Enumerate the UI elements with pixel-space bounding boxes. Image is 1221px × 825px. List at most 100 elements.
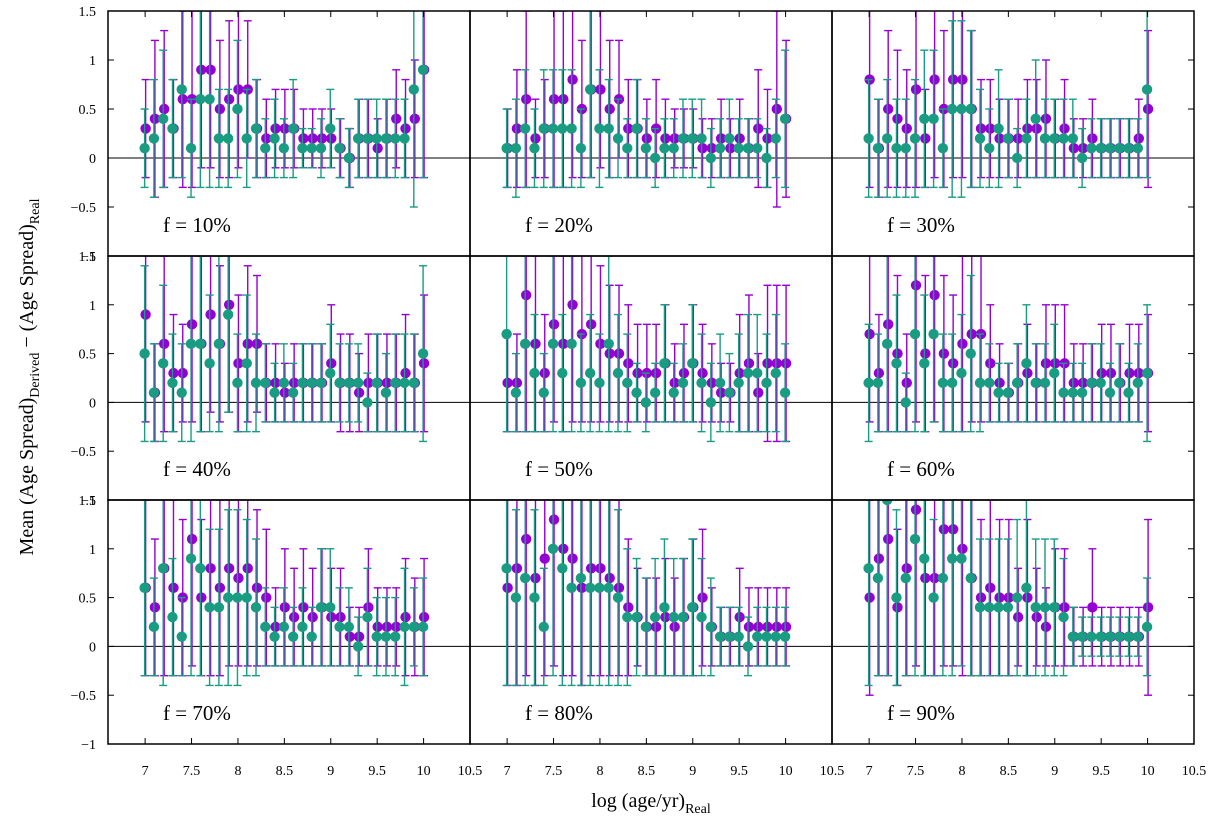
- data-point-green: [779, 387, 791, 398]
- data-point-purple: [418, 358, 430, 369]
- data-point-green: [287, 631, 299, 642]
- data-point-purple: [326, 611, 337, 623]
- panel-7: f = 70%: [108, 500, 470, 725]
- panel-grid: f = 10% f = 20% f = 30% f = 40% f = 50% f = 6…: [108, 11, 1194, 725]
- data-point-purple: [530, 133, 541, 144]
- data-point-purple: [957, 338, 968, 350]
- data-point-purple: [595, 338, 606, 350]
- panel-4: f = 40%: [108, 256, 470, 481]
- data-point-purple: [650, 621, 662, 633]
- data-point-green: [696, 611, 707, 623]
- data-point-green: [167, 123, 178, 134]
- data-point-purple: [585, 563, 597, 574]
- data-point-green: [752, 367, 763, 379]
- data-point-green: [891, 358, 902, 369]
- data-point-green: [928, 328, 939, 340]
- y-tick-label: 1.5: [79, 250, 97, 265]
- data-point-green: [687, 358, 698, 369]
- data-point-green: [1086, 377, 1097, 389]
- data-point-green: [714, 143, 726, 154]
- data-point-purple: [1050, 358, 1061, 369]
- data-point-green: [204, 94, 215, 105]
- data-point-purple: [920, 348, 931, 359]
- data-point-purple: [279, 602, 291, 613]
- data-point-green: [779, 113, 791, 125]
- data-point-green: [315, 143, 327, 154]
- data-point-purple: [511, 123, 523, 134]
- y-tick-label: 1: [89, 543, 96, 558]
- data-point-green: [371, 133, 382, 144]
- data-point-green: [1104, 143, 1116, 154]
- data-point-purple: [901, 123, 912, 134]
- data-point-green: [965, 103, 976, 115]
- data-point-purple: [901, 377, 912, 389]
- data-point-purple: [223, 563, 235, 574]
- data-point-purple: [669, 621, 680, 633]
- data-point-purple: [205, 64, 216, 76]
- data-point-purple: [762, 133, 773, 144]
- data-point-purple: [363, 602, 374, 613]
- y-tick-label: 0: [89, 152, 96, 167]
- data-point-purple: [864, 328, 875, 340]
- data-point-purple: [1068, 377, 1080, 389]
- data-point-purple: [994, 133, 1005, 144]
- data-point-green: [937, 143, 949, 154]
- data-point-purple: [567, 553, 578, 564]
- data-point-green: [724, 631, 735, 642]
- data-point-green: [510, 387, 522, 398]
- data-point-green: [1011, 592, 1023, 603]
- data-point-purple: [158, 103, 170, 115]
- data-point-purple: [158, 338, 170, 350]
- data-point-green: [343, 621, 355, 633]
- x-tick-label: 7.5: [183, 764, 201, 779]
- data-point-purple: [715, 387, 727, 398]
- data-point-purple: [1133, 133, 1145, 144]
- data-point-green: [501, 563, 512, 574]
- y-tick-label: −0.5: [71, 201, 96, 216]
- data-point-purple: [214, 582, 226, 594]
- data-point-green: [612, 592, 624, 603]
- data-point-purple: [780, 621, 792, 633]
- data-point-green: [993, 123, 1004, 134]
- data-point-purple: [1031, 611, 1042, 623]
- data-point-green: [566, 338, 577, 350]
- data-point-purple: [186, 319, 198, 330]
- series-green: [501, 500, 791, 687]
- x-tick-label: 7.5: [907, 764, 925, 779]
- data-point-purple: [1077, 377, 1089, 389]
- data-point-green: [362, 397, 373, 408]
- data-point-purple: [196, 64, 207, 76]
- data-point-green: [343, 152, 355, 164]
- data-point-green: [891, 143, 902, 154]
- data-point-purple: [307, 133, 318, 144]
- data-point-green: [761, 377, 772, 389]
- data-point-green: [157, 358, 169, 369]
- data-point-purple: [1105, 367, 1117, 379]
- data-point-purple: [641, 133, 653, 144]
- x-tick-label: 9.5: [1092, 764, 1110, 779]
- data-point-green: [881, 133, 893, 144]
- x-tick-label: 8.5: [276, 764, 294, 779]
- data-point-purple: [391, 621, 402, 633]
- data-point-green: [1049, 602, 1060, 613]
- data-point-purple: [929, 572, 940, 584]
- data-point-green: [148, 133, 160, 144]
- data-point-purple: [558, 338, 569, 350]
- panel-label: f = 10%: [163, 213, 231, 237]
- data-point-purple: [400, 123, 411, 134]
- data-point-purple: [985, 358, 996, 369]
- x-tick-label: 8: [596, 764, 603, 779]
- data-point-green: [1104, 387, 1116, 398]
- panel-label: f = 50%: [525, 457, 593, 481]
- data-point-green: [603, 582, 614, 594]
- data-point-green: [297, 377, 308, 389]
- data-point-green: [900, 143, 911, 154]
- data-point-purple: [548, 319, 560, 330]
- panel-3: f = 30%: [832, 11, 1194, 237]
- data-point-green: [705, 621, 717, 633]
- data-point-purple: [205, 309, 216, 320]
- data-point-purple: [344, 631, 356, 642]
- data-point-green: [742, 367, 754, 379]
- data-point-green: [909, 133, 921, 144]
- x-axis-title-main: log (age/yr): [591, 790, 685, 812]
